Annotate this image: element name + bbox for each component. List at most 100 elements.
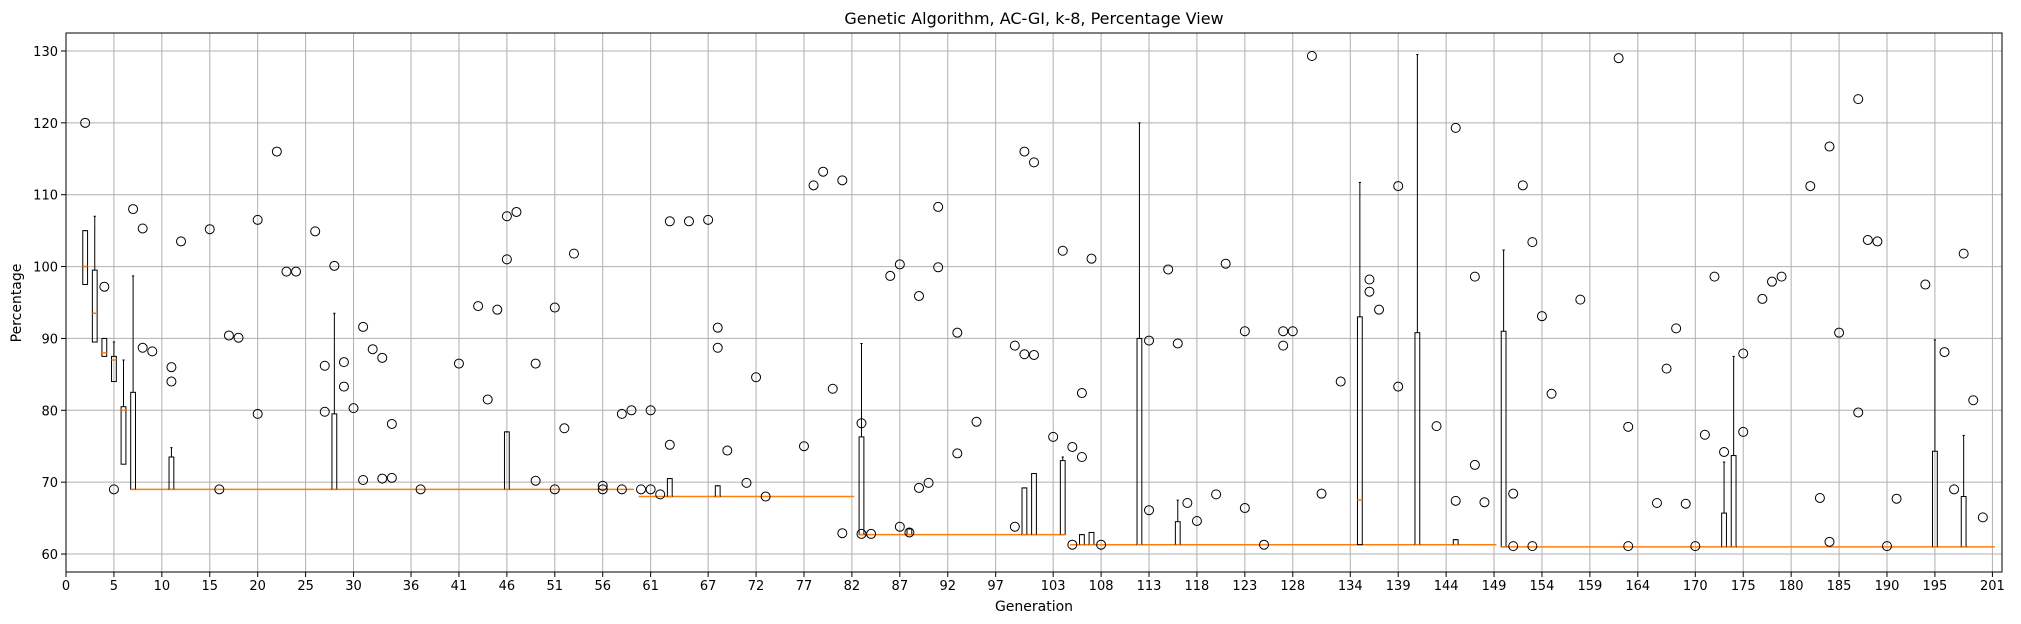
x-tick-label: 154 [1530, 579, 1555, 594]
x-tick-label: 149 [1482, 579, 1507, 594]
outlier-point [1738, 348, 1749, 359]
outlier-point [271, 146, 282, 157]
outlier-point [894, 259, 905, 270]
outlier-point [166, 376, 177, 387]
outlier-point [377, 352, 388, 363]
outlier-point [1144, 335, 1155, 346]
outlier-point [1057, 245, 1068, 256]
box [130, 391, 136, 490]
outlier-point [281, 266, 292, 277]
outlier-point [1306, 50, 1317, 61]
outlier-point [1671, 323, 1682, 334]
outlier-point [933, 262, 944, 273]
x-tick-label: 87 [892, 579, 909, 594]
box [1960, 496, 1967, 548]
outlier-point [1661, 363, 1672, 374]
outlier-point [1364, 286, 1375, 297]
outlier-point [856, 528, 867, 539]
x-tick-label: 113 [1137, 579, 1162, 594]
box [1356, 316, 1363, 546]
x-tick-label: 51 [547, 579, 564, 594]
box [1721, 512, 1727, 548]
outlier-point [1613, 53, 1624, 64]
x-tick-label: 72 [748, 579, 765, 594]
box [331, 413, 338, 490]
outlier-point [99, 281, 110, 292]
box [120, 406, 127, 465]
outlier-point [913, 291, 924, 302]
x-tick-label: 159 [1577, 579, 1602, 594]
box [1452, 539, 1459, 546]
outlier-point [137, 223, 148, 234]
outlier-point [1546, 388, 1557, 399]
y-tick-label: 120 [33, 117, 58, 132]
outlier-point [923, 477, 934, 488]
outlier-point [837, 528, 848, 539]
x-tick-label: 46 [499, 579, 516, 594]
outlier-point [703, 214, 714, 225]
outlier-point [549, 302, 560, 313]
outlier-point [1536, 311, 1547, 322]
outlier-point [866, 528, 877, 539]
outlier-point [837, 175, 848, 186]
outlier-point [1920, 279, 1931, 290]
outlier-point [1527, 541, 1538, 552]
outlier-point [1211, 489, 1222, 500]
y-tick-label: 80 [41, 404, 58, 419]
y-tick-label: 100 [33, 261, 58, 276]
outlier-point [1958, 248, 1969, 259]
x-tick-label: 144 [1434, 579, 1459, 594]
box [1500, 330, 1507, 548]
outlier-point [1278, 326, 1289, 337]
outlier-point [808, 180, 819, 191]
outlier-point [1853, 407, 1864, 418]
x-tick-label: 175 [1731, 579, 1756, 594]
box [666, 478, 673, 498]
outlier-point [1881, 541, 1892, 552]
x-tick-label: 41 [451, 579, 468, 594]
box [906, 528, 913, 536]
x-tick-label: 134 [1338, 579, 1363, 594]
outlier-point [616, 484, 627, 495]
x-tick-label: 195 [1922, 579, 1947, 594]
outlier-point [530, 358, 541, 369]
outlier-point [319, 406, 330, 417]
outlier-point [166, 362, 177, 373]
outlier-point [1029, 349, 1039, 360]
outlier-point [712, 322, 723, 333]
y-axis: 60 70 80 90 100 110 120 130 [33, 45, 66, 563]
outlier-point [1239, 326, 1250, 337]
outlier-point [1862, 234, 1873, 245]
outlier-point [1872, 236, 1883, 247]
y-tick-label: 130 [33, 45, 58, 60]
y-axis-label: Percentage [9, 264, 25, 343]
outliers [80, 50, 1988, 552]
outlier-point [1172, 338, 1183, 349]
outlier-point [1067, 539, 1078, 550]
outlier-point [722, 445, 733, 456]
box [858, 436, 865, 536]
outlier-point [1479, 497, 1490, 508]
x-tick-label: 67 [700, 579, 717, 594]
outlier-point [1517, 180, 1528, 191]
outlier-point [338, 381, 349, 392]
outlier-point [1019, 349, 1030, 360]
outlier-point [913, 482, 924, 493]
x-tick-label: 20 [249, 579, 266, 594]
outlier-point [894, 521, 905, 532]
outlier-point [626, 405, 637, 416]
outlier-point [1393, 381, 1404, 392]
outlier-point [1690, 541, 1701, 552]
box [1031, 473, 1037, 536]
outlier-point [1076, 452, 1087, 463]
outlier-point [1738, 426, 1749, 437]
outlier-point [358, 321, 369, 332]
outlier-point [453, 358, 464, 369]
outlier-point [597, 480, 608, 491]
box [168, 456, 175, 490]
outlier-point [751, 372, 762, 383]
box [101, 337, 108, 357]
outlier-point [636, 484, 647, 495]
outlier-point [501, 254, 512, 265]
x-tick-label: 123 [1232, 579, 1257, 594]
